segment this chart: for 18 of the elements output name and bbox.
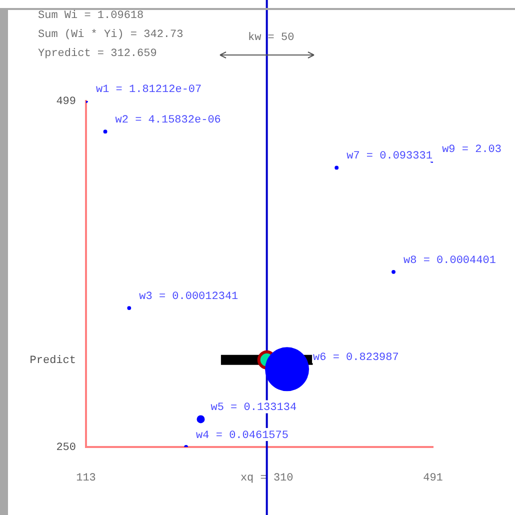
y-tick-label: 499 [56, 96, 76, 108]
text: Ypredict = 312.659 [38, 48, 157, 60]
text: kw = 50 [248, 32, 294, 44]
annotation: w7 = 0.093331 [346, 150, 433, 163]
annotation: w6 = 0.823987 [313, 352, 399, 364]
annotation: w5 = 0.133134 [210, 402, 297, 414]
annotation: w2 = 4.15832e-06 [115, 114, 221, 127]
annotation: w9 = 2.03 [442, 144, 502, 156]
annotation: w8 = 0.0004401 [404, 254, 496, 267]
y-tick-label: 250 [56, 442, 76, 454]
x-tick-label: 113 [76, 472, 96, 485]
y-tick-label: Predict [30, 354, 76, 367]
annotation: w1 = 1.81212e-07 [96, 84, 202, 96]
text: Sum (Wi * Yi) = 342.73 [38, 29, 184, 41]
annotation: w3 = 0.00012341 [139, 291, 239, 304]
x-tick-label: 491 [423, 472, 444, 485]
text: Sum Wi = 1.09618 [38, 10, 144, 22]
annotation: w4 = 0.0461575 [196, 430, 288, 442]
